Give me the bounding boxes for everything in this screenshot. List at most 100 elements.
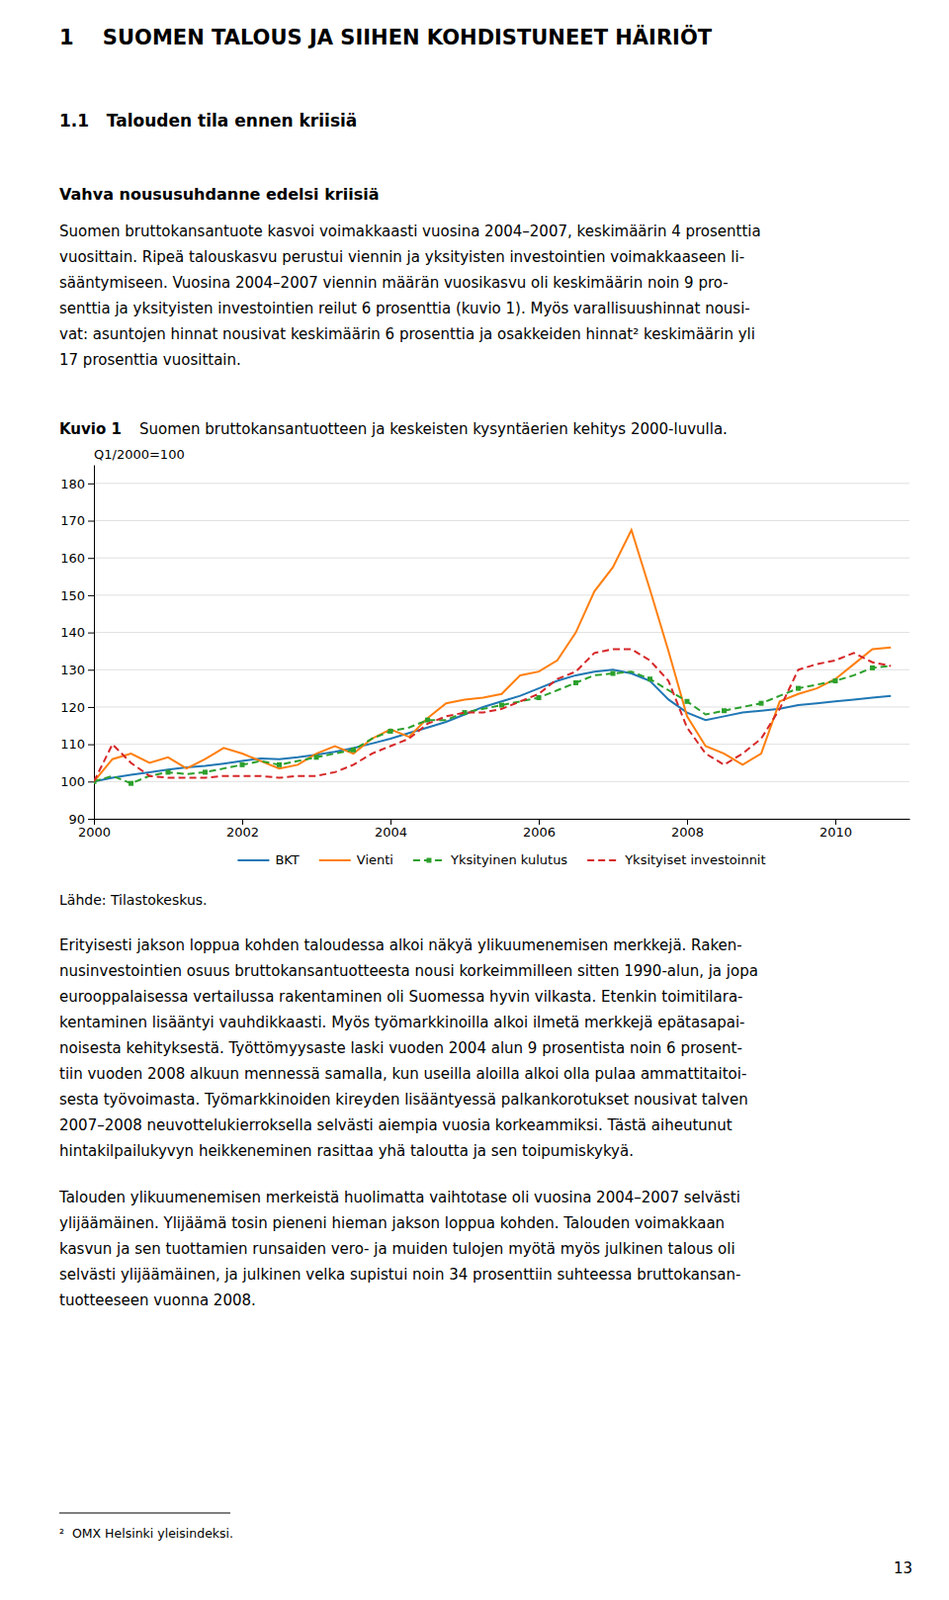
body-line: hintakilpailukyvyn heikkeneminen rasitta… xyxy=(59,1141,634,1160)
x-tick: 2000 xyxy=(78,818,111,840)
series-marker xyxy=(795,686,801,691)
x-axis-line xyxy=(94,818,911,820)
paragraph: Erityisesti jakson loppua kohden taloude… xyxy=(59,936,759,1160)
y-tick: 100 xyxy=(60,774,94,789)
y-tick-mark xyxy=(87,483,94,485)
body-line: 2007–2008 neuvottelukierroksella selväst… xyxy=(59,1116,733,1134)
chapter-heading: 1 SUOMEN TALOUS JA SIIHEN KOHDISTUNEET H… xyxy=(59,24,713,50)
series-marker xyxy=(388,728,394,734)
source: Lähde: Tilastokeskus. xyxy=(59,891,208,908)
body-line: Erityisesti jakson loppua kohden taloude… xyxy=(59,936,743,954)
y-tick-mark xyxy=(87,520,94,522)
y-axis-title: Q1/2000=100 xyxy=(93,446,185,462)
legend-swatch xyxy=(587,859,619,862)
series-marker xyxy=(759,700,765,706)
legend-item: Vienti xyxy=(319,852,394,867)
legend-item: Yksityiset investoinnit xyxy=(587,852,766,867)
x-tick-label: 2004 xyxy=(374,824,408,840)
grid-line xyxy=(93,482,910,484)
series-marker xyxy=(647,676,653,682)
body-line: sääntymiseen. Vuosina 2004–2007 viennin … xyxy=(59,273,729,292)
legend-label: Yksityiset investoinnit xyxy=(623,852,766,867)
y-tick-label: 170 xyxy=(60,513,86,528)
y-tick-label: 140 xyxy=(60,624,86,640)
legend-item: BKT xyxy=(237,852,299,867)
y-tick: 140 xyxy=(60,624,94,640)
paragraph: Talouden ylikuumenemisen merkeistä huoli… xyxy=(58,1188,741,1309)
grid-line xyxy=(93,594,910,596)
subheading: Vahva noususuhdanne edelsi kriisiä xyxy=(59,184,379,204)
series-marker xyxy=(685,698,691,704)
section-heading: 1.1 Talouden tila ennen kriisiä xyxy=(59,110,357,131)
y-tick: 120 xyxy=(60,699,94,715)
series-marker xyxy=(721,707,727,713)
series-marker xyxy=(314,754,320,760)
body-line: Talouden ylikuumenemisen merkeistä huoli… xyxy=(58,1188,741,1207)
x-tick-mark xyxy=(390,818,392,825)
series-line xyxy=(93,665,891,783)
y-tick-mark xyxy=(87,632,94,634)
series-marker xyxy=(869,665,875,671)
body-line: tuotteeseen vuonna 2008. xyxy=(59,1291,257,1309)
x-tick: 2008 xyxy=(671,818,704,840)
y-tick: 110 xyxy=(60,736,94,752)
series-marker xyxy=(573,680,579,686)
series-marker xyxy=(276,762,282,768)
body-line: kentaminen lisääntyi vauhdikkaasti. Myös… xyxy=(59,1013,745,1032)
series-marker xyxy=(128,780,134,786)
legend-swatch-marker xyxy=(426,858,432,863)
body-line: tiin vuoden 2008 alkuun mennessä samalla… xyxy=(59,1064,747,1083)
grid-line xyxy=(93,818,910,820)
series-marker xyxy=(425,717,431,723)
y-tick: 130 xyxy=(60,662,94,678)
grid xyxy=(93,483,910,819)
chart-title: Suomen bruttokansantuotteen ja keskeiste… xyxy=(139,420,728,438)
footnote-rule xyxy=(59,1512,231,1514)
legend-item: Yksityinen kulutus xyxy=(413,852,568,867)
x-tick-label: 2000 xyxy=(78,824,111,840)
footnote: ² OMX Helsinki yleisindeksi. xyxy=(59,1525,234,1541)
body-line: kasvun ja sen tuottamien runsaiden vero-… xyxy=(59,1239,736,1258)
x-tick-mark xyxy=(242,818,244,825)
y-tick-label: 180 xyxy=(60,476,86,492)
x-tick-label: 2010 xyxy=(819,824,853,840)
legend-swatch xyxy=(237,859,269,862)
body-line: vuosittain. Ripeä talouskasvu perustui v… xyxy=(59,248,745,266)
y-axis: 90100110120130140150160170180 xyxy=(60,465,94,827)
grid-line xyxy=(93,631,910,633)
grid-line xyxy=(93,557,910,559)
page-number: 13 xyxy=(893,1558,913,1577)
x-tick-label: 2006 xyxy=(522,824,556,840)
y-tick-mark xyxy=(87,744,94,746)
y-tick: 180 xyxy=(60,476,94,492)
x-tick: 2004 xyxy=(374,818,408,840)
figure-label: Kuvio 1 xyxy=(59,420,122,438)
series-line xyxy=(93,529,891,781)
x-tick: 2006 xyxy=(522,818,556,840)
body-line: eurooppalaisessa vertailussa rakentamine… xyxy=(59,987,744,1006)
y-tick-label: 160 xyxy=(60,550,86,566)
legend-label: BKT xyxy=(274,852,299,867)
legend: BKT Vienti Yksityinen kulutus Yksityiset in… xyxy=(237,852,766,867)
body-line: nusinvestointien osuus bruttokansantuott… xyxy=(59,961,759,980)
x-tick: 2002 xyxy=(226,818,259,840)
y-axis-line xyxy=(93,465,95,820)
y-tick-label: 120 xyxy=(60,699,86,715)
body-line: sesta työvoimasta. Työmarkkinoiden kirey… xyxy=(59,1090,749,1109)
y-tick: 170 xyxy=(60,513,94,528)
y-tick: 150 xyxy=(60,588,94,604)
y-tick-mark xyxy=(87,595,94,597)
series-marker xyxy=(240,762,246,768)
chart: Q1/2000=10090100110120130140150160170180… xyxy=(60,446,910,867)
y-tick: 160 xyxy=(60,550,94,566)
body-line: noisesta kehityksestä. Työttömyysaste la… xyxy=(59,1038,743,1057)
x-tick-mark xyxy=(687,818,689,825)
body-line: vat: asuntojen hinnat nousivat keskimäär… xyxy=(59,325,756,344)
legend-swatch xyxy=(319,859,351,862)
body-line: 17 prosenttia vuosittain. xyxy=(59,350,242,369)
body-line: selvästi ylijäämäinen, ja julkinen velka… xyxy=(59,1265,741,1284)
y-tick-label: 110 xyxy=(60,736,86,752)
x-axis: 2000 2002 2004 2006 2008 2010 xyxy=(78,818,911,840)
y-tick-mark xyxy=(87,780,94,782)
series-marker xyxy=(166,769,172,775)
